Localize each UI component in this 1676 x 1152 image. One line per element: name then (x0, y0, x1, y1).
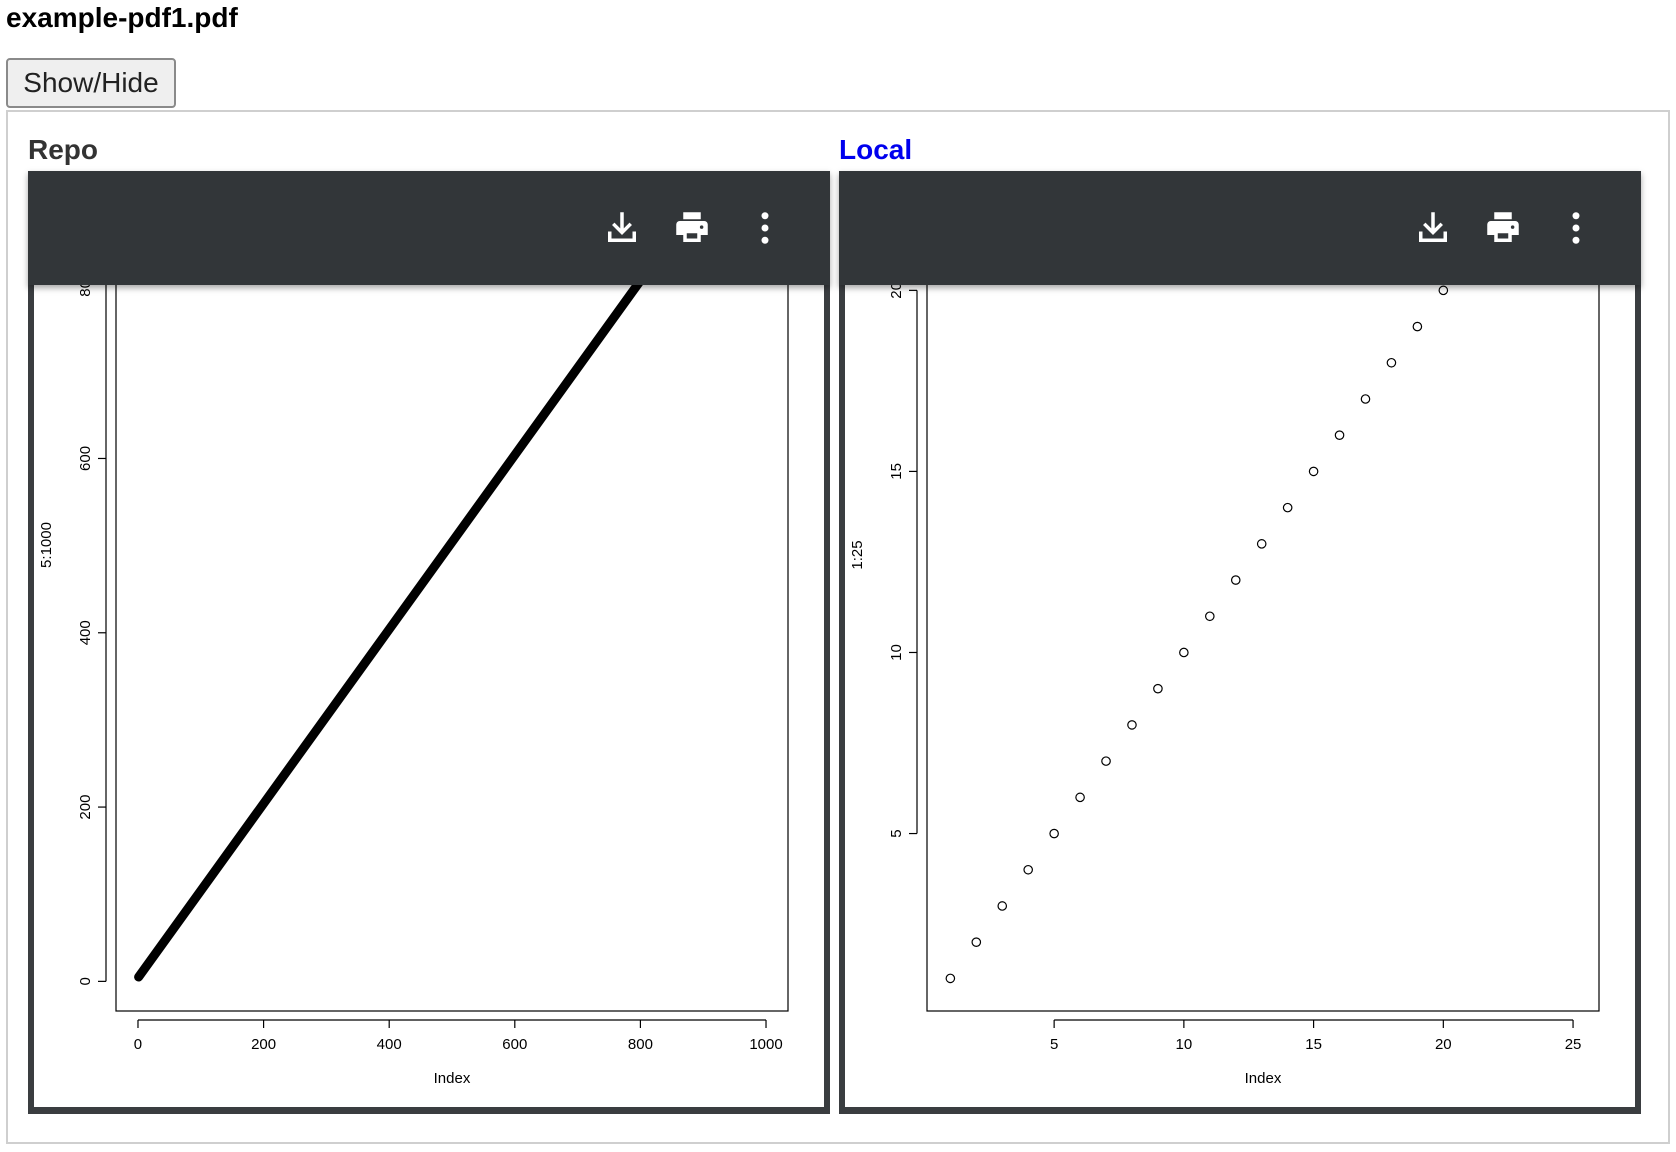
data-point (1230, 575, 1241, 585)
plot-frame (926, 285, 1600, 1012)
more-options-icon[interactable] (744, 207, 786, 249)
data-point (1127, 720, 1137, 730)
y-axis-label: 1:25 (849, 540, 866, 569)
x-axis-label: Index (1245, 1070, 1282, 1087)
x-tick-label: 20 (1435, 1036, 1452, 1053)
y-tick-label: 400 (77, 620, 94, 645)
data-point (1205, 611, 1215, 622)
repo-panel-title: Repo (28, 134, 98, 165)
local-panel-title: Local (839, 134, 913, 165)
x-axis-label: Index (434, 1070, 471, 1087)
x-tick-label: 600 (502, 1036, 527, 1053)
data-point (1101, 756, 1111, 766)
repo-chart: 0 200 400 600 800 1000 0 200 400 600 800 Index 5:… (38, 285, 789, 1087)
y-tick-label: 10 (888, 644, 905, 661)
repo-pdf-page: 0 200 400 600 800 1000 0 200 400 600 800 Index 5:… (34, 285, 824, 1107)
y-tick-label: 800 (77, 285, 94, 297)
y-tick-label: 15 (888, 463, 905, 480)
x-tick-label: 10 (1176, 1036, 1193, 1053)
plot-frame (115, 285, 789, 1012)
local-viewer-toolbar (839, 171, 1641, 285)
y-tick-label: 20 (888, 285, 905, 299)
y-tick-label: 200 (77, 795, 94, 820)
repo-viewer-toolbar (28, 171, 830, 285)
repo-pdf-viewer: 0 200 400 600 800 1000 0 200 400 600 800 Index 5:… (28, 171, 830, 1114)
x-tick-label: 15 (1305, 1036, 1322, 1053)
y-tick-label: 5 (888, 829, 905, 837)
x-tick-label: 800 (628, 1036, 653, 1053)
data-point (1049, 828, 1059, 839)
show-hide-button[interactable]: Show/Hide (6, 58, 176, 108)
x-tick-label: 400 (377, 1036, 402, 1053)
x-tick-label: 25 (1565, 1036, 1582, 1053)
data-point (1308, 466, 1319, 477)
more-options-icon[interactable] (1555, 207, 1597, 249)
local-pdf-page: 5 10 15 20 25 5 10 15 20 Index 1:25 (845, 285, 1635, 1107)
y-tick-label: 600 (77, 446, 94, 471)
print-icon[interactable] (671, 207, 713, 249)
data-point (1386, 357, 1397, 368)
x-tick-label: 1000 (749, 1036, 782, 1053)
data-point (1412, 321, 1423, 332)
data-point (1334, 430, 1345, 441)
x-tick-label: 200 (251, 1036, 276, 1053)
data-point (1179, 647, 1189, 658)
x-tick-label: 0 (134, 1036, 142, 1053)
data-point (971, 937, 982, 947)
print-icon[interactable] (1482, 207, 1524, 249)
data-point (1153, 683, 1163, 694)
data-point (1282, 502, 1293, 513)
data-point (1023, 864, 1033, 875)
data-point (1360, 394, 1371, 404)
data-point (945, 973, 956, 984)
data-point (997, 901, 1008, 911)
data-point (1075, 792, 1085, 803)
comparison-container (6, 110, 1670, 1144)
y-tick-label: 0 (77, 977, 94, 985)
data-point (1438, 285, 1449, 296)
x-tick-label: 5 (1050, 1036, 1058, 1053)
local-chart: 5 10 15 20 25 5 10 15 20 Index 1:25 (849, 285, 1600, 1087)
y-axis-label: 5:1000 (38, 522, 55, 568)
data-series (134, 285, 643, 982)
download-icon[interactable] (601, 207, 643, 249)
local-pdf-viewer: 5 10 15 20 25 5 10 15 20 Index 1:25 (839, 171, 1641, 1114)
file-title: example-pdf1.pdf (6, 2, 238, 33)
data-point (1256, 539, 1267, 549)
download-icon[interactable] (1412, 207, 1454, 249)
